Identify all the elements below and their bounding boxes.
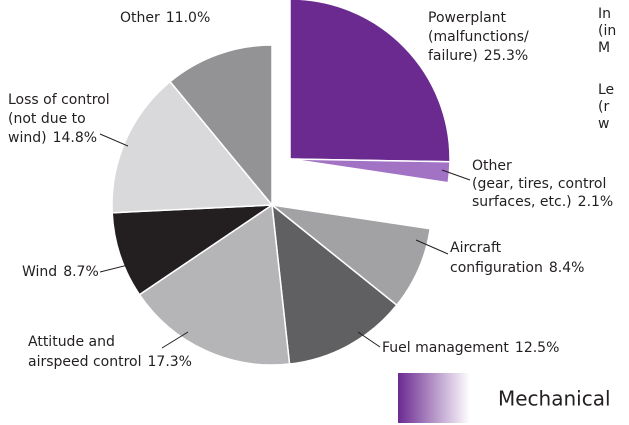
pie-slice <box>111 80 274 214</box>
cropped-text: In <box>598 6 611 22</box>
slice-value-label: 11.0% <box>166 10 210 26</box>
slice-label-text: Other <box>120 10 160 26</box>
slice-label-text: Wind <box>22 264 57 280</box>
pie-slice <box>289 158 451 184</box>
slice-value-label: 8.7% <box>63 264 99 280</box>
pie-slice <box>138 203 291 366</box>
legend-label: Mechanical <box>498 387 611 411</box>
slice-label-text: (gear, tires, control <box>472 176 606 192</box>
slice-label: Fuel management 12.5% <box>382 340 559 356</box>
cropped-text: (in <box>598 23 616 39</box>
pie-slice <box>289 0 451 163</box>
leader-line <box>99 261 141 273</box>
slice-label-text: airspeed control <box>28 354 142 370</box>
slice-value-label: 25.3% <box>484 48 528 64</box>
slice-label-text: surfaces, etc.) <box>472 194 572 210</box>
slice-label: (malfunctions/ <box>428 29 529 45</box>
pie-slice <box>111 204 275 296</box>
slice-label: failure) 25.3% <box>428 48 528 64</box>
slice-label: airspeed control 17.3% <box>28 354 192 370</box>
pie-slice <box>169 44 273 208</box>
slice-label: Powerplant <box>428 10 507 26</box>
cropped-text: (r <box>598 99 609 115</box>
slice-value-label: 17.3% <box>148 354 192 370</box>
slice-label: (not due to <box>8 111 86 127</box>
cropped-text: w <box>598 116 609 132</box>
legend-swatch <box>398 373 470 423</box>
slice-label-text: Aircraft <box>450 240 502 256</box>
slice-label-text: (malfunctions/ <box>428 29 529 45</box>
slice-label: Attitude and <box>28 334 115 350</box>
slice-label-text: wind) <box>8 130 47 146</box>
slice-label-text: Powerplant <box>428 10 507 26</box>
leader-line <box>357 331 381 348</box>
slice-label-text: Attitude and <box>28 334 115 350</box>
slice-value-label: 12.5% <box>515 340 559 356</box>
slice-label: Other <box>472 158 512 174</box>
slice-label-text: failure) <box>428 48 478 64</box>
slice-value-label: 2.1% <box>578 194 614 210</box>
cropped-text: M <box>598 40 610 56</box>
slice-label: configuration 8.4% <box>450 260 584 276</box>
leader-line <box>415 239 449 255</box>
leader-line <box>441 169 471 181</box>
slice-label-text: Other <box>472 158 512 174</box>
slice-label-text: (not due to <box>8 111 86 127</box>
leader-line <box>161 331 189 349</box>
slice-label: Aircraft <box>450 240 502 256</box>
slice-value-label: 14.8% <box>53 130 97 146</box>
pie-slice <box>269 203 432 307</box>
slice-label-text: configuration <box>450 260 543 276</box>
pie-slice <box>271 203 398 365</box>
slice-label: (gear, tires, control <box>472 176 606 192</box>
slice-label-text: Loss of control <box>8 92 110 108</box>
slice-label-text: Fuel management <box>382 340 509 356</box>
slice-label: surfaces, etc.) 2.1% <box>472 194 613 210</box>
slice-label: Other 11.0% <box>120 10 210 26</box>
slice-label: Wind 8.7% <box>22 264 99 280</box>
slice-value-label: 8.4% <box>549 260 585 276</box>
slice-label: Loss of control <box>8 92 110 108</box>
cropped-text: Le <box>598 82 614 98</box>
leader-line <box>99 133 129 147</box>
slice-label: wind) 14.8% <box>8 130 97 146</box>
